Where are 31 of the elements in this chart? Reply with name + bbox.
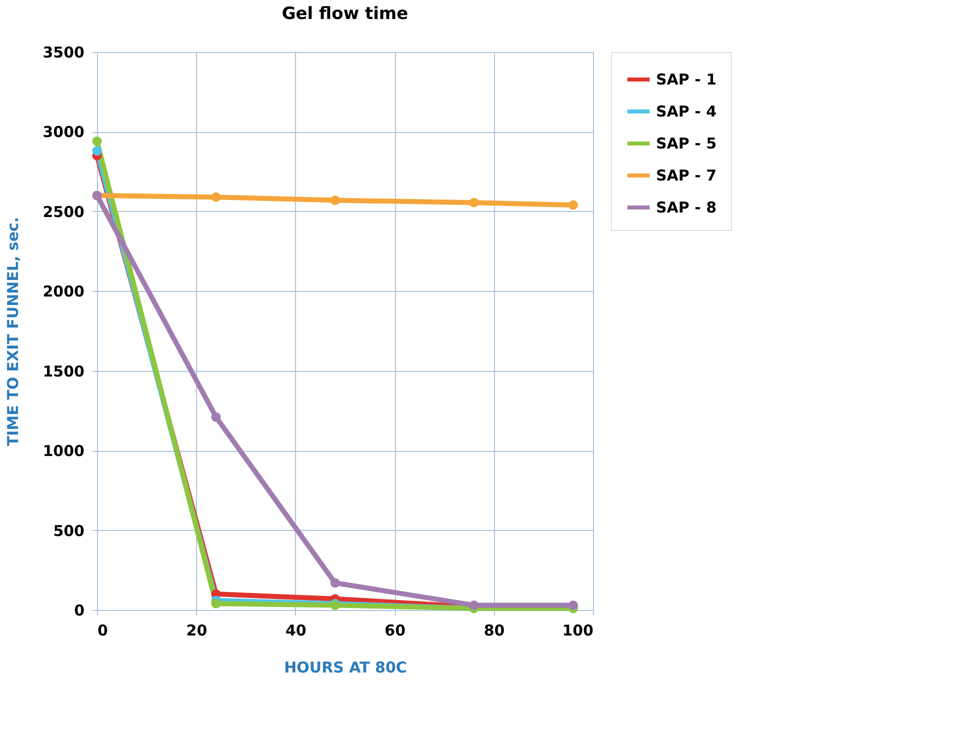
point [211, 412, 221, 422]
x-axis-title: HOURS AT 80C [284, 658, 407, 676]
point [92, 146, 102, 156]
x-tick-label: 0 [98, 622, 108, 640]
point [211, 598, 221, 608]
point [568, 200, 578, 210]
y-tick-label: 1500 [42, 362, 84, 380]
y-tick-label: 3500 [42, 44, 84, 62]
point [92, 136, 102, 146]
y-tick-label: 2500 [42, 202, 84, 221]
point [211, 192, 221, 202]
y-tick-label: 1000 [42, 442, 84, 460]
x-tick-label: 80 [484, 622, 505, 640]
x-tick-label: 40 [285, 622, 306, 640]
y-tick-label: 2000 [42, 282, 84, 301]
legend-label: SAP - 4 [656, 102, 717, 120]
x-tick-label: 60 [384, 622, 406, 640]
y-tick-label: 0 [74, 602, 84, 620]
legend-label: SAP - 5 [656, 134, 717, 152]
legend-label: SAP - 7 [656, 166, 717, 184]
point [330, 196, 340, 205]
x-tick-label: 100 [562, 622, 594, 640]
legend-label: SAP - 1 [656, 70, 717, 88]
y-axis-title: TIME TO EXIT FUNNEL, sec. [4, 216, 22, 446]
y-tick-label: 3000 [42, 123, 84, 142]
legend-label: SAP - 8 [656, 198, 717, 216]
y-tick-label: 500 [53, 522, 84, 540]
point [469, 198, 479, 208]
chart-title: Gel flow time [282, 4, 408, 24]
point [330, 578, 340, 588]
x-tick-label: 20 [186, 622, 208, 640]
